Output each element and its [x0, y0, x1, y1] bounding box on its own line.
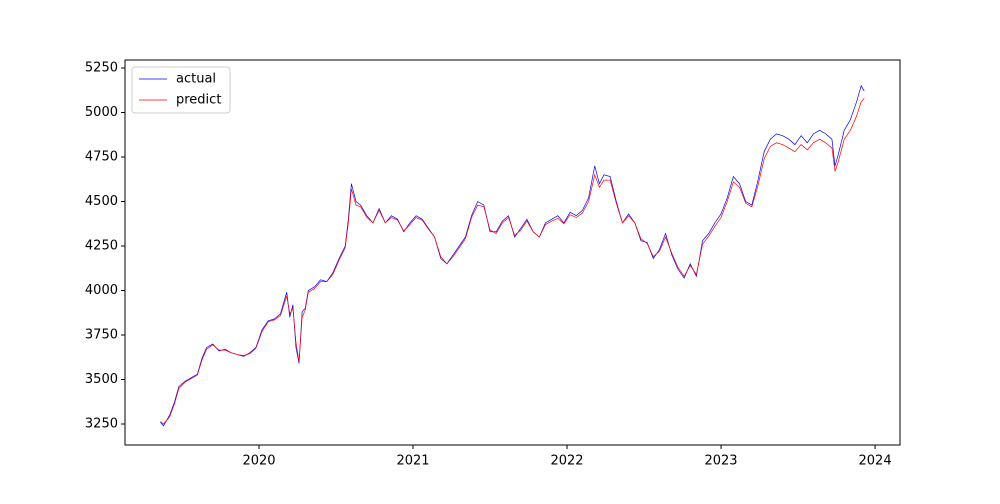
y-tick-label: 4000	[85, 283, 118, 298]
x-tick-label: 2024	[859, 454, 892, 469]
y-tick-label: 4750	[85, 150, 118, 165]
y-tick-label: 4500	[85, 194, 118, 209]
y-tick-label: 4250	[85, 239, 118, 254]
x-tick-label: 2023	[704, 454, 737, 469]
y-tick-label: 3750	[85, 328, 118, 343]
series-line	[160, 98, 865, 425]
x-tick-label: 2021	[396, 454, 429, 469]
legend-label: actual	[176, 72, 216, 87]
legend-label: predict	[176, 93, 221, 108]
legend-box	[131, 66, 231, 114]
series-line	[160, 84, 865, 427]
y-tick-label: 3250	[85, 416, 118, 431]
x-tick-label: 2020	[242, 454, 275, 469]
plot-frame	[124, 59, 901, 446]
x-tick-label: 2022	[550, 454, 583, 469]
y-tick-label: 5000	[85, 105, 118, 120]
y-tick-label: 3500	[85, 372, 118, 387]
y-tick-label: 5250	[85, 61, 118, 76]
